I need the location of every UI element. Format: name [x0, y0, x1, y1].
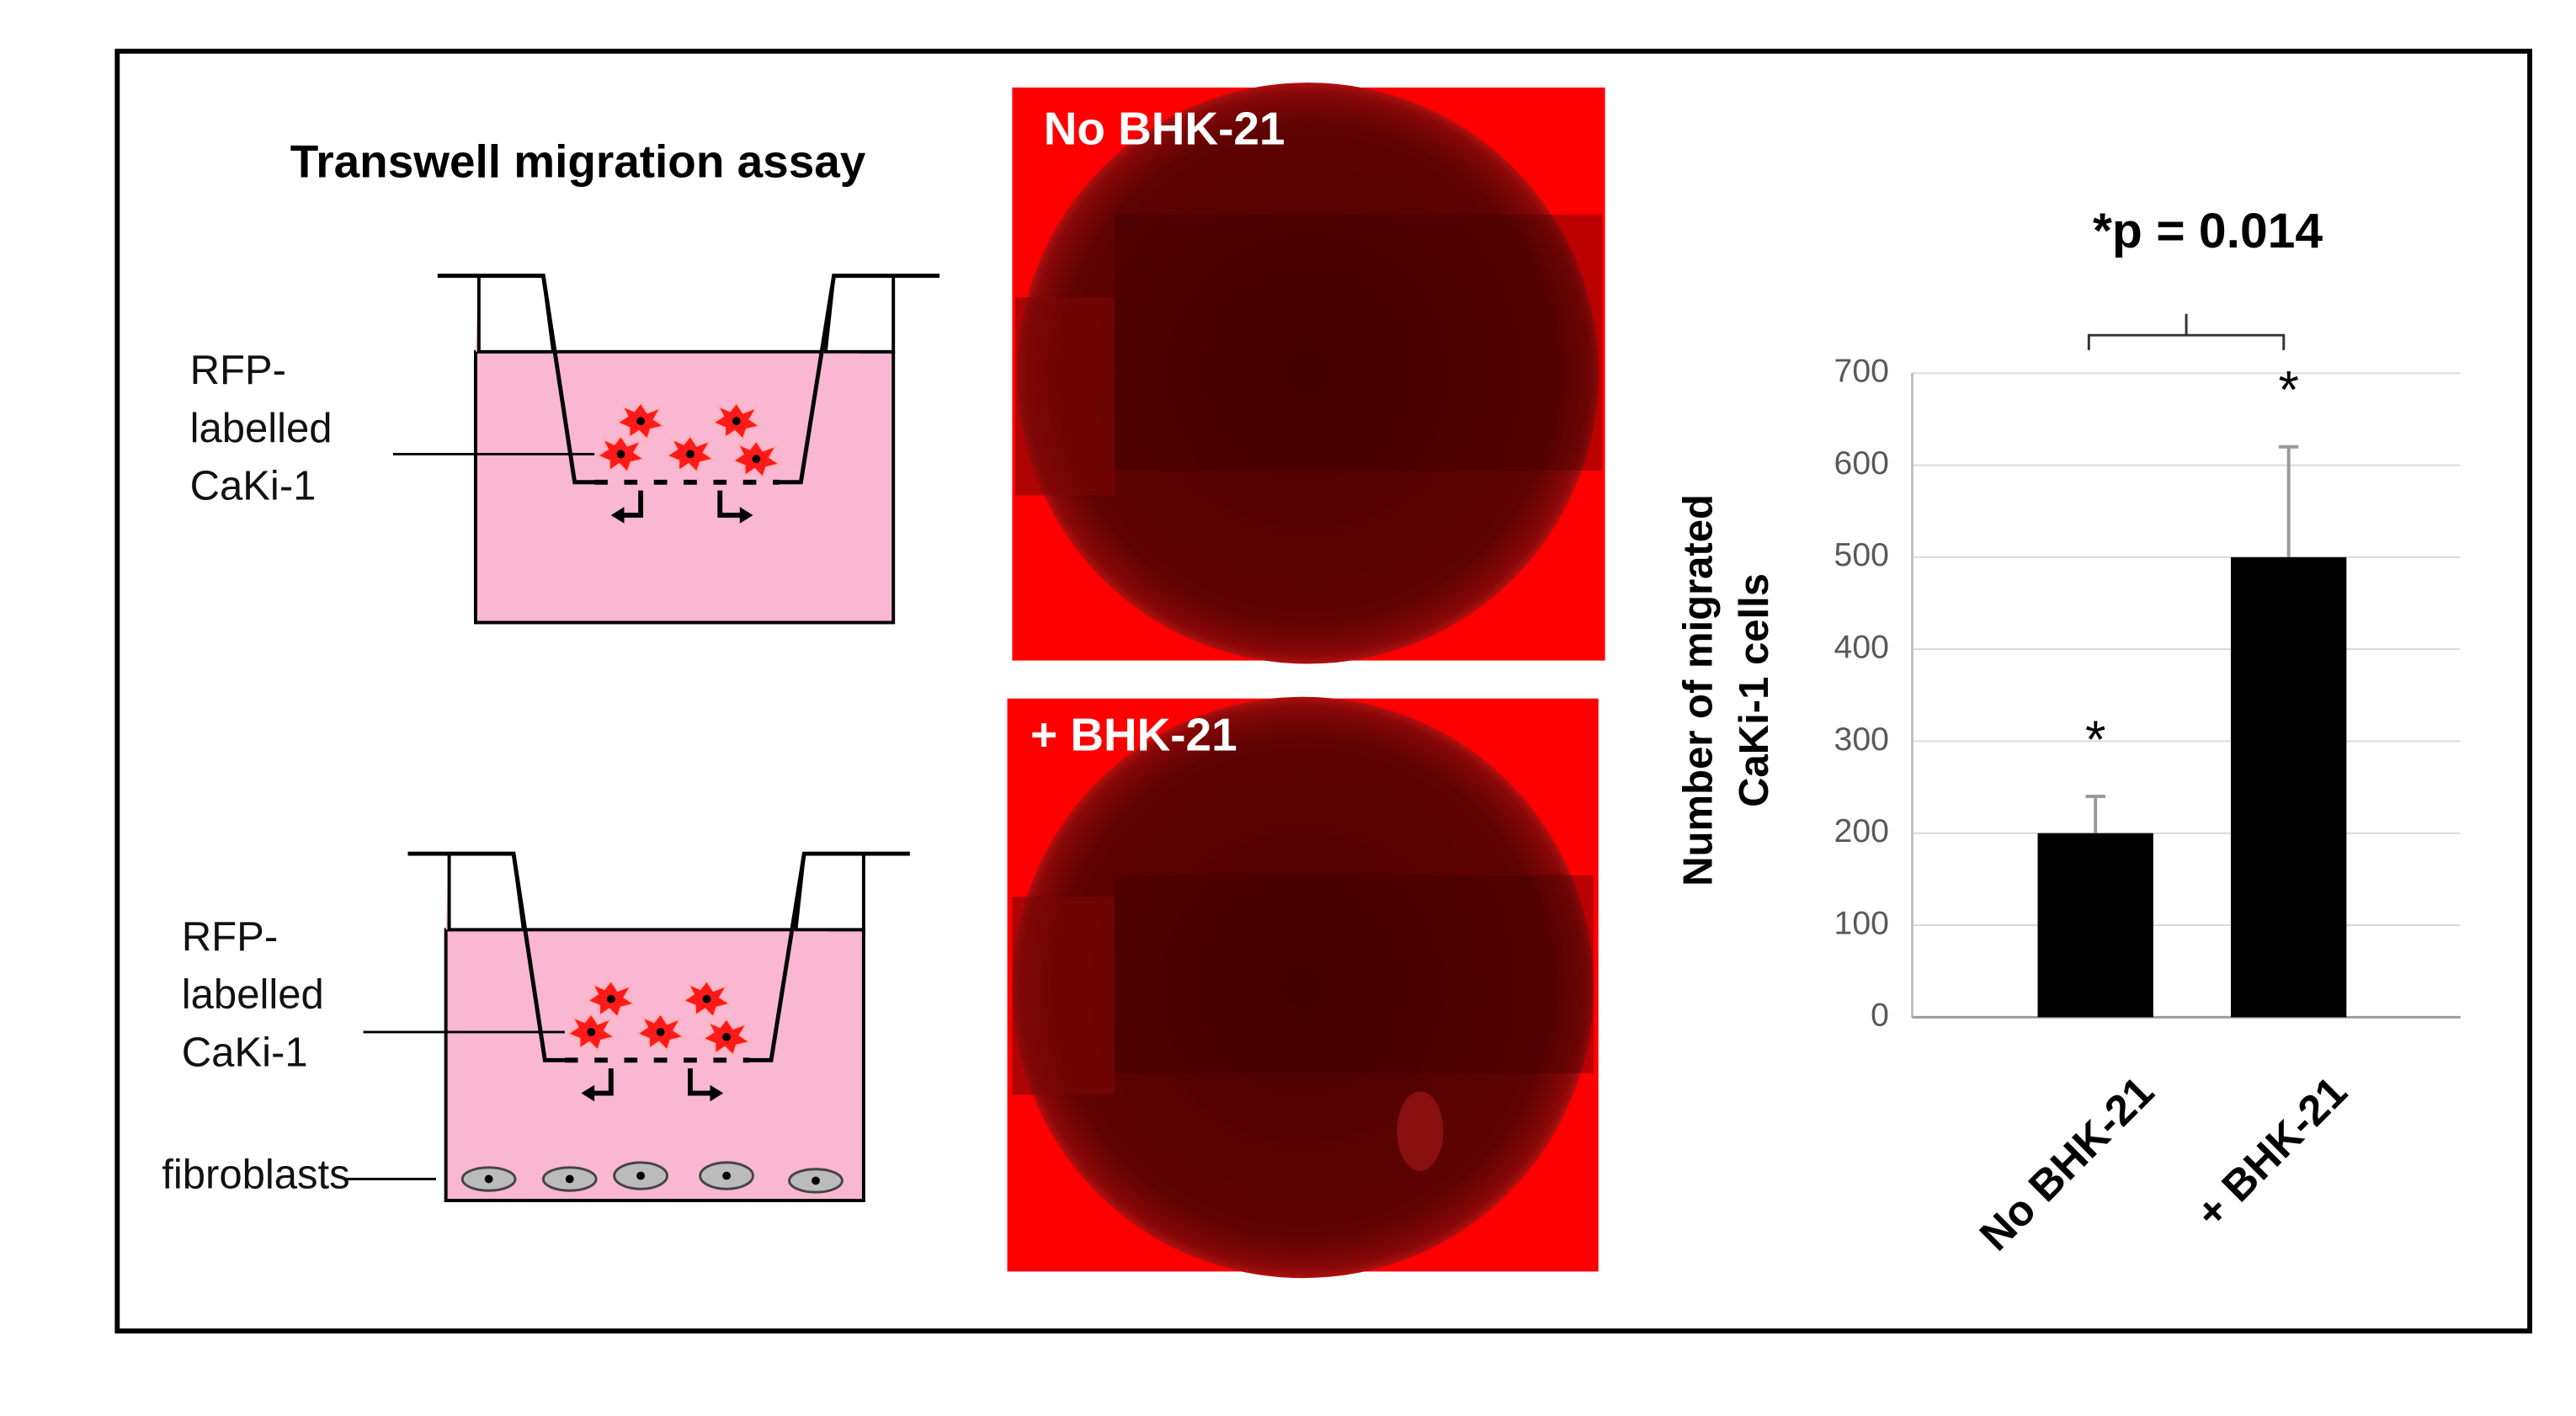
y-tick-label: 100	[1834, 904, 1889, 941]
image-label: No BHK-21	[1044, 102, 1285, 154]
annotation: *p = 0.014	[2093, 204, 2323, 258]
micrograph: No BHK-21	[1012, 83, 1605, 664]
significance-mark: *	[2278, 361, 2298, 420]
y-tick-label: 400	[1834, 629, 1889, 666]
bar	[2231, 556, 2347, 1018]
panel-label: labelled	[182, 972, 324, 1018]
diagram-title: Transwell migration assay	[290, 136, 866, 188]
transwell-diagram	[393, 276, 939, 623]
y-tick-label: 500	[1834, 536, 1889, 573]
bracket	[2087, 313, 2286, 350]
x-tick-label: + BHK-21	[2186, 1067, 2356, 1238]
bar	[2037, 833, 2153, 1018]
image-label: + BHK-21	[1030, 708, 1237, 760]
panel-label: CaKi-1	[190, 464, 317, 509]
transwell-diagram	[343, 854, 910, 1200]
y-tick-label: 600	[1834, 444, 1889, 482]
frame	[114, 48, 2533, 1333]
x-tick-label: No BHK-21	[1971, 1067, 2164, 1260]
y-axis-label: CaKi-1 cells	[1732, 573, 1777, 807]
micrograph: + BHK-21	[1007, 696, 1599, 1279]
y-tick-label: 200	[1834, 812, 1889, 849]
panel-label: CaKi-1	[182, 1030, 308, 1075]
y-tick-label: 700	[1834, 353, 1889, 390]
panel-label: RFP-	[182, 914, 278, 960]
y-tick-label: 300	[1834, 721, 1889, 758]
y-tick-label: 0	[1871, 997, 1889, 1034]
y-axis-label: Number of migrated	[1675, 494, 1721, 886]
panel-label: RFP-	[190, 348, 286, 393]
significance-mark: *	[2085, 711, 2105, 769]
panel-label: labelled	[190, 406, 333, 451]
fibroblast-label: fibroblasts	[162, 1152, 349, 1198]
